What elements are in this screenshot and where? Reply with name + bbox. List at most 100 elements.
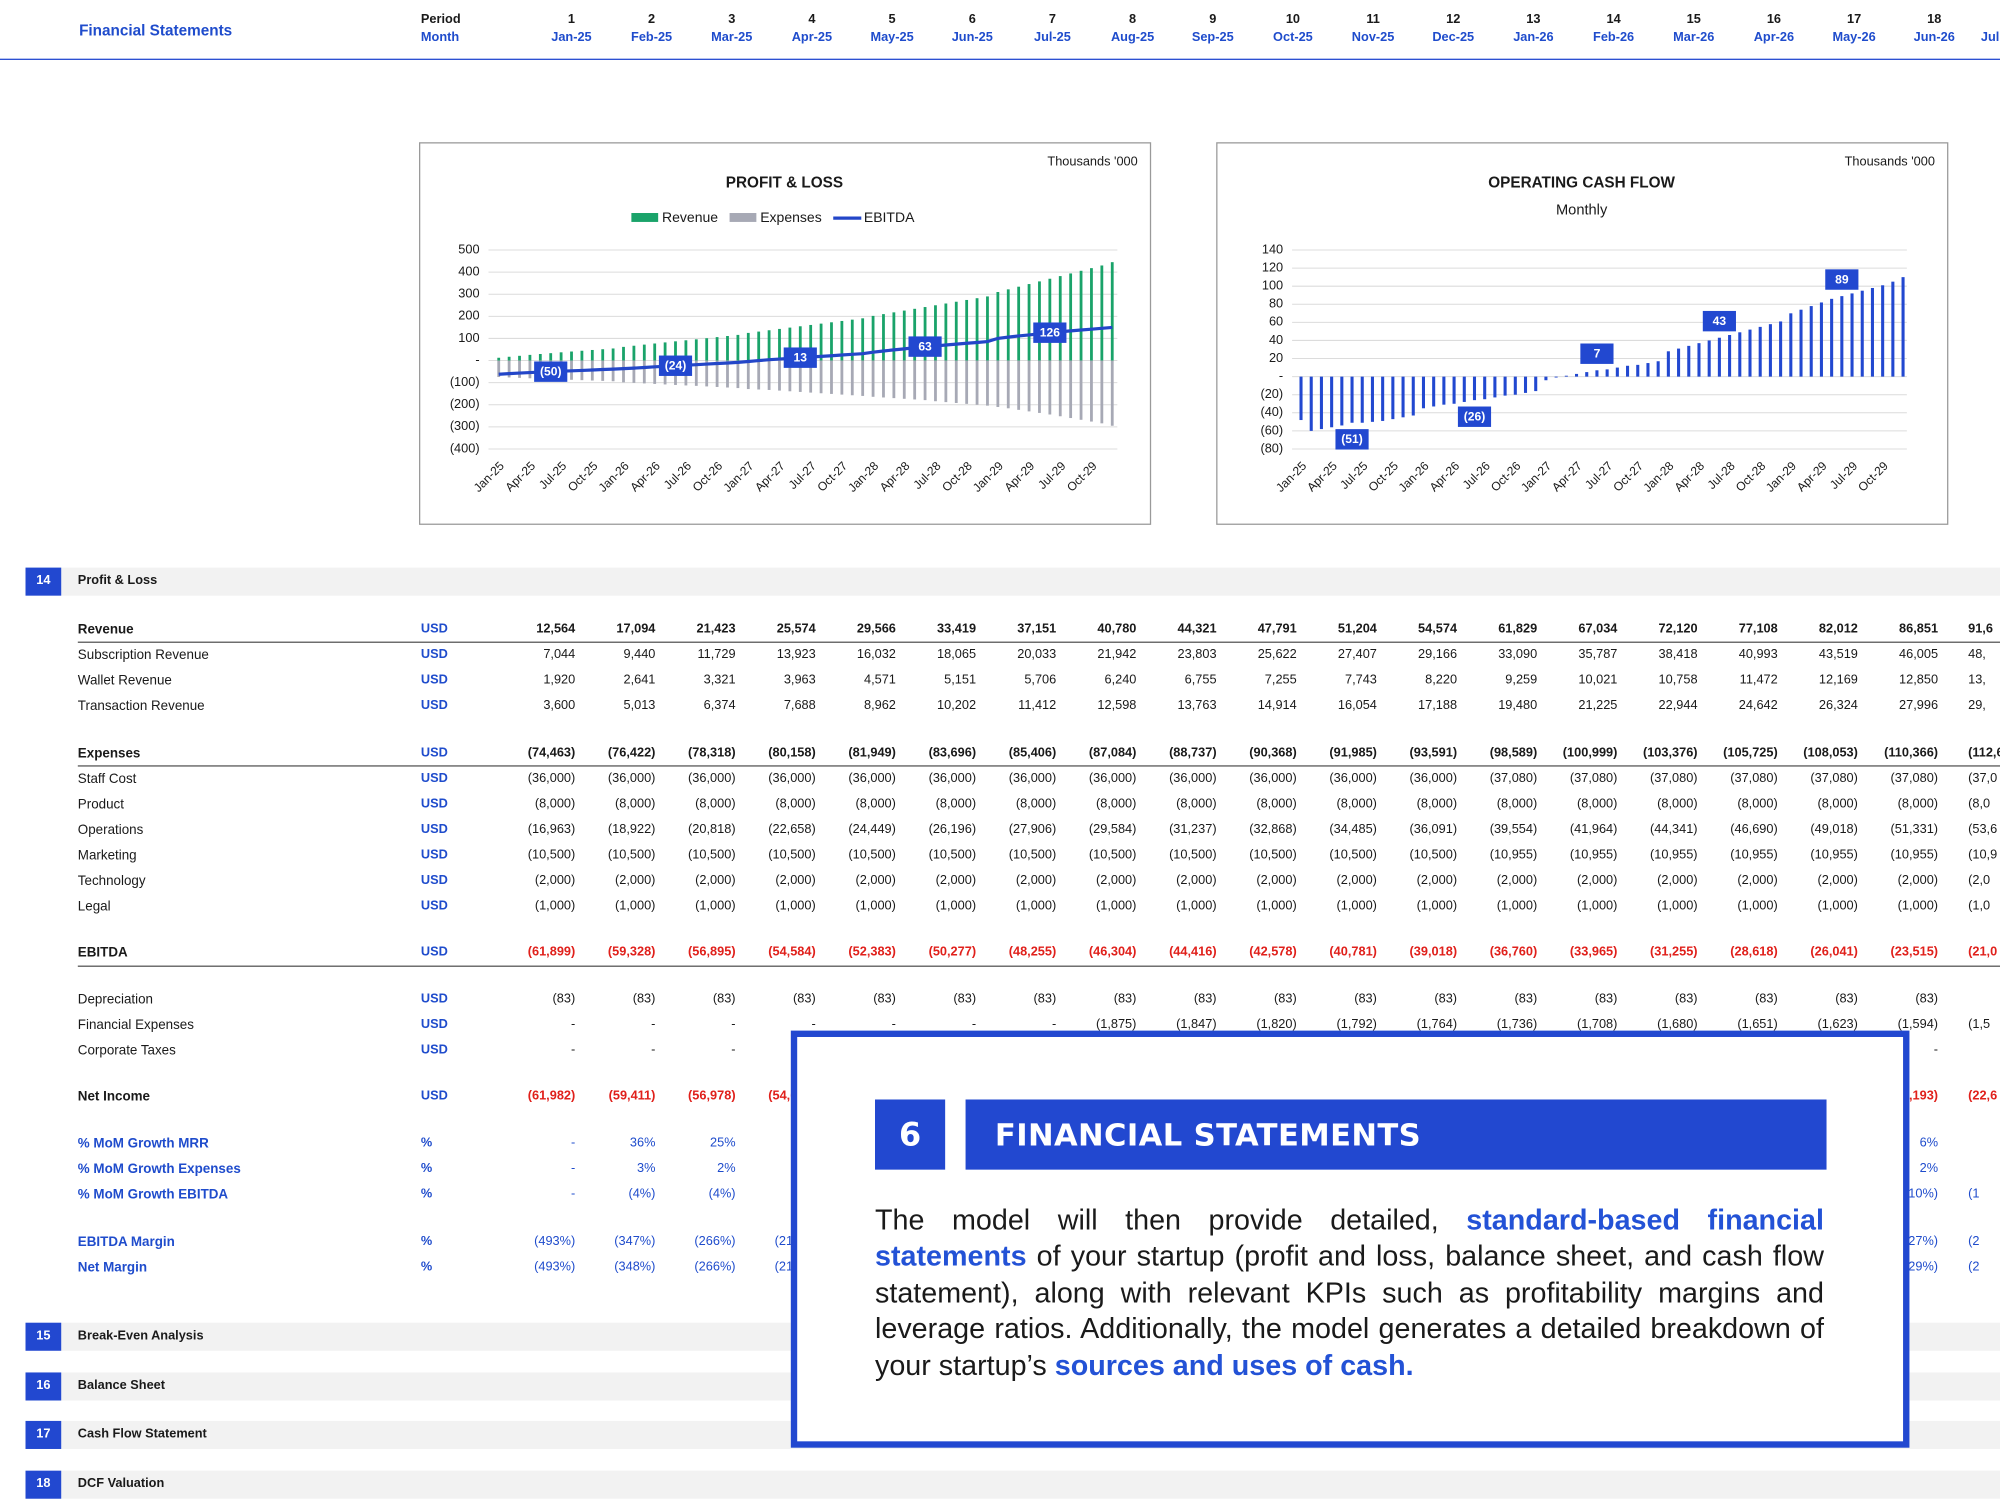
- bar: [1309, 376, 1313, 431]
- bar: [1090, 268, 1093, 361]
- y-tick-label: -: [1279, 368, 1283, 383]
- section-badge: [25, 1372, 62, 1401]
- bar: [861, 360, 865, 396]
- chart-subtitle: Monthly: [1556, 202, 1608, 218]
- bar: [1595, 370, 1599, 377]
- y-tick-label: 120: [1262, 259, 1283, 274]
- cell-value: (493%): [534, 1234, 576, 1249]
- cell-value: 7,255: [1264, 673, 1297, 688]
- cell-value: 10,202: [937, 698, 977, 714]
- bar: [965, 299, 969, 361]
- row-unit: USD: [420, 647, 448, 662]
- cell-value: (23,515): [1890, 945, 1939, 960]
- bar: [861, 318, 865, 361]
- cell-value: (36,000): [768, 771, 816, 786]
- cell-value: 77,108: [1738, 622, 1778, 637]
- bar: [1534, 376, 1538, 392]
- cell-value: -: [731, 1043, 736, 1058]
- section-badge: [25, 1420, 62, 1449]
- bar: [1789, 313, 1793, 377]
- cell-value: (8,000): [1496, 797, 1538, 812]
- section-number: 16: [36, 1378, 51, 1393]
- cell-value: (18,922): [607, 822, 656, 837]
- cell-value: 16,054: [1337, 698, 1377, 714]
- cell-value: 16,032: [856, 647, 896, 662]
- legend-swatch: [631, 213, 659, 222]
- period-number: 12: [1446, 12, 1461, 27]
- cell-value: 35,787: [1578, 647, 1618, 662]
- cell-value: (1,000): [1817, 899, 1858, 914]
- bar: [1340, 376, 1344, 426]
- header-rule: [0, 58, 2000, 61]
- bar: [1819, 302, 1823, 377]
- cell-value: -: [570, 1136, 576, 1151]
- cell-value: (26,196): [928, 822, 977, 837]
- bar: [497, 357, 501, 361]
- bar: [1100, 360, 1104, 424]
- bar: [1850, 293, 1854, 377]
- bar: [871, 360, 875, 397]
- highlight-text: standard-based financial statements: [874, 1204, 1824, 1273]
- value-label: 89: [1835, 272, 1849, 286]
- cell-value: (1,000): [1576, 899, 1618, 914]
- y-tick-label: 80: [1269, 296, 1283, 311]
- row-label: Net Margin: [77, 1259, 148, 1276]
- cell-value: (83): [873, 992, 896, 1007]
- y-tick-label: (300): [450, 418, 480, 433]
- cell-value: (2,000): [1416, 873, 1458, 888]
- cell-value: (2,000): [935, 873, 977, 888]
- cell-value: (36,000): [1088, 771, 1137, 786]
- cell-value: (112,6: [1968, 746, 2000, 761]
- cell-value: (39,018): [1409, 945, 1458, 960]
- legend-label: Expenses: [760, 209, 822, 225]
- bar: [798, 326, 802, 361]
- cell-value: (27,906): [1008, 822, 1057, 837]
- cell-value: (1,000): [534, 899, 576, 914]
- cell-value: (1,792): [1336, 1017, 1377, 1032]
- cell-value: 12,564: [536, 622, 576, 637]
- cell-value: (83): [1915, 992, 1939, 1007]
- value-label: 43: [1713, 314, 1727, 328]
- cell-value: (37,080): [1890, 771, 1939, 786]
- cell-value: 13,: [1968, 673, 1986, 688]
- value-label-box: [1825, 269, 1859, 290]
- cell-value: 9,440: [623, 647, 656, 662]
- period-number: 9: [1209, 12, 1217, 27]
- cell-value: 11,729: [697, 647, 736, 662]
- section-number: 14: [36, 573, 51, 589]
- row-unit: %: [420, 1260, 433, 1275]
- cell-value: 6,755: [1184, 673, 1217, 688]
- cell-value: 3,321: [703, 673, 736, 688]
- bar: [757, 360, 761, 390]
- bar: [674, 341, 677, 361]
- row-label: Legal: [77, 898, 111, 915]
- row-unit: USD: [420, 622, 448, 637]
- cell-value: (10,500): [607, 848, 656, 863]
- cell-value: (90,368): [1249, 746, 1297, 761]
- value-label-box: [658, 355, 693, 376]
- period-number: 8: [1129, 12, 1137, 27]
- cell-value: 38,418: [1658, 647, 1698, 662]
- bar: [1350, 376, 1354, 423]
- cell-value: 7,044: [543, 647, 576, 662]
- row-label: Corporate Taxes: [77, 1043, 176, 1059]
- y-tick-label: (100): [450, 374, 480, 389]
- cell-value: 40,993: [1738, 647, 1778, 662]
- cell-value: (10,500): [1249, 848, 1297, 863]
- value-label: (24): [665, 359, 687, 373]
- row-label: % MoM Growth EBITDA: [77, 1187, 229, 1203]
- bar: [653, 343, 657, 361]
- cell-value: (103,376): [1642, 746, 1698, 761]
- cell-value: (37,080): [1489, 771, 1538, 786]
- cell-value: (26,041): [1810, 945, 1858, 960]
- cell-value: (83): [712, 992, 736, 1007]
- bar: [1462, 376, 1466, 402]
- cell-value: (78,318): [688, 746, 736, 761]
- cell-value: (105,725): [1723, 746, 1778, 761]
- cell-value: -: [891, 1017, 896, 1032]
- cell-value: (83): [1594, 992, 1618, 1007]
- bar: [642, 344, 646, 361]
- cell-value: 51,204: [1337, 622, 1377, 637]
- value-label: (50): [540, 365, 562, 379]
- cell-value: (10,9: [1968, 848, 1998, 863]
